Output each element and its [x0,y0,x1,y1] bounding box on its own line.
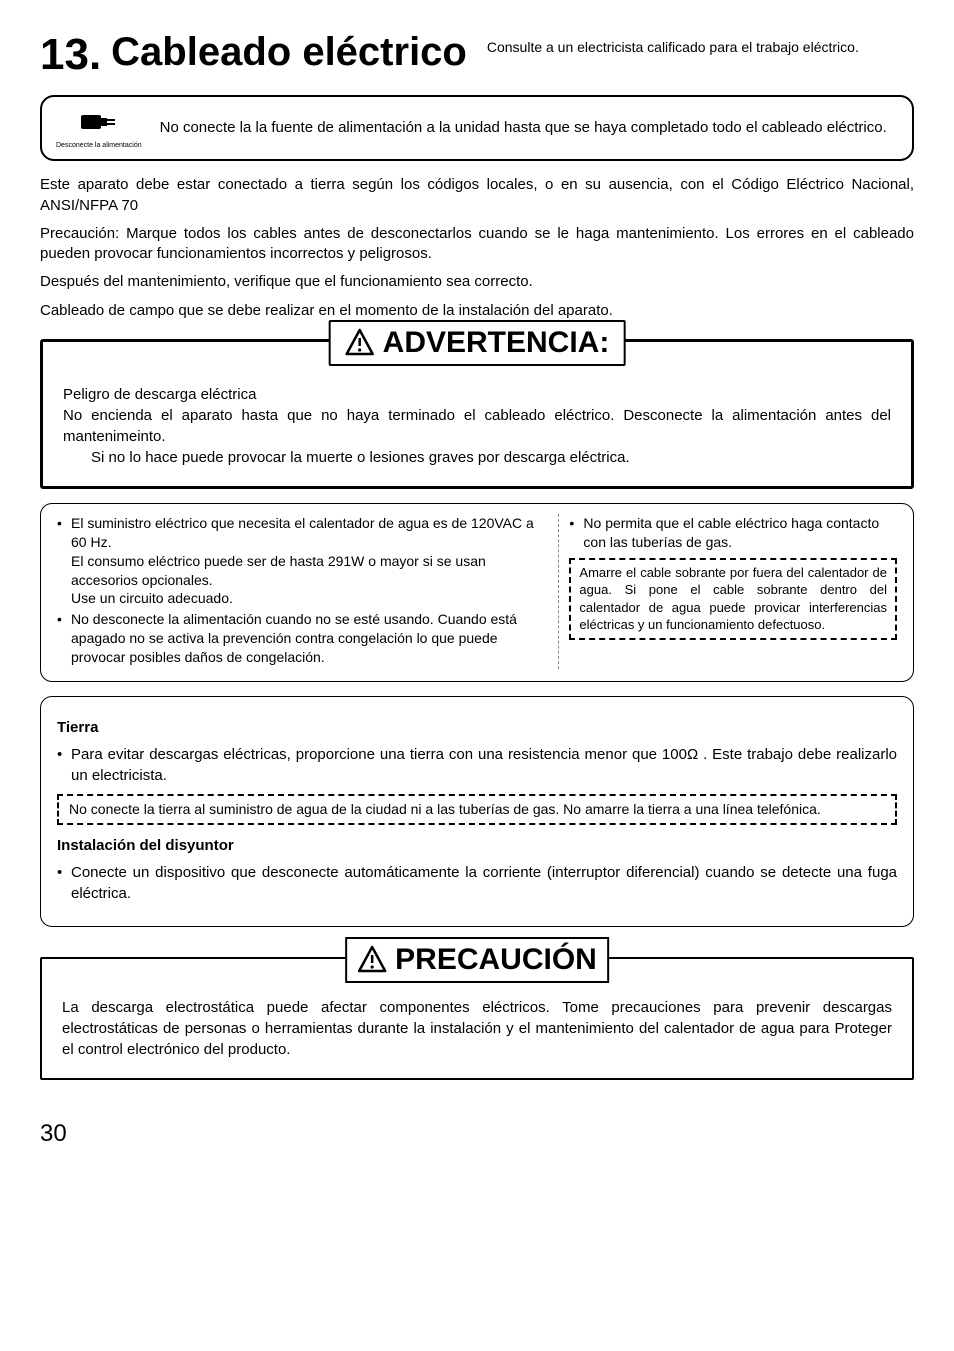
breaker-heading: Instalación del disyuntor [57,835,897,856]
info-left-column: • El suministro eléctrico que necesita e… [57,514,559,669]
warning-badge: ADVERTENCIA: [329,320,626,366]
tierra-dash-box: No conecte la tierra al suministro de ag… [57,794,897,825]
left-b2-text: No desconecte la alimentación cuando no … [71,610,548,667]
warning-triangle-icon [345,328,375,358]
left-bullet-1: • El suministro eléctrico que necesita e… [57,514,548,608]
caution-triangle-icon [357,945,387,975]
tierra-heading: Tierra [57,717,897,738]
two-column-layout: • El suministro eléctrico que necesita e… [57,514,897,669]
breaker-bullet-text: Conecte un dispositivo que desconecte au… [71,862,897,904]
warning-line-3: Si no lo hace puede provocar la muerte o… [63,447,891,468]
left-bullet-2: • No desconecte la alimentación cuando n… [57,610,548,667]
page-header: 13. Cableado eléctrico Consulte a un ele… [40,30,914,80]
caution-text: La descarga electrostática puede afectar… [62,997,892,1060]
disconnect-power-callout: Desconecte la alimentación No conecte la… [40,95,914,161]
bullet-dot: • [57,514,71,608]
bullet-dot: • [57,744,71,786]
info-right-column: • No permita que el cable eléctrico haga… [569,514,897,669]
disconnect-icon-label: Desconecte la alimentación [56,142,142,150]
cable-dash-box: Amarre el cable sobrante por fuera del c… [569,558,897,640]
right-b1-text: No permita que el cable eléctrico haga c… [583,514,897,552]
caution-badge: PRECAUCIÓN [345,937,609,983]
warning-box: ADVERTENCIA: Peligro de descarga eléctri… [40,339,914,489]
body-para-3: Después del mantenimiento, verifique que… [40,272,914,292]
section-subtitle: Consulte a un electricista calificado pa… [487,38,859,56]
section-number: 13. [40,30,101,80]
body-para-2: Precaución: Marque todos los cables ante… [40,224,914,265]
plug-disconnect-icon [79,107,119,137]
warning-line-2: No encienda el aparato hasta que no haya… [63,405,891,447]
bullet-dot: • [57,610,71,667]
warning-line-1: Peligro de descarga eléctrica [63,384,891,405]
caution-label: PRECAUCIÓN [395,943,597,977]
tierra-breaker-box: Tierra • Para evitar descargas eléctrica… [40,696,914,927]
page-number: 30 [40,1120,914,1148]
disconnect-power-text: No conecte la la fuente de alimentación … [160,118,887,138]
left-b1b-text: El consumo eléctrico puede ser de hasta … [71,553,486,588]
warning-content: Peligro de descarga eléctrica No enciend… [63,384,891,468]
left-b1-text: El suministro eléctrico que necesita el … [71,515,534,550]
section-title: Cableado eléctrico [111,30,467,75]
right-bullet-1: • No permita que el cable eléctrico haga… [569,514,897,552]
body-para-1: Este aparato debe estar conectado a tier… [40,175,914,216]
caution-box: PRECAUCIÓN La descarga electrostática pu… [40,957,914,1080]
breaker-bullet: • Conecte un dispositivo que desconecte … [57,862,897,904]
body-para-4: Cableado de campo que se debe realizar e… [40,301,914,321]
electrical-info-box: • El suministro eléctrico que necesita e… [40,503,914,682]
bullet-dot: • [57,862,71,904]
warning-label: ADVERTENCIA: [383,326,610,360]
bullet-dot: • [569,514,583,552]
disconnect-power-icon-wrap: Desconecte la alimentación [56,107,142,149]
left-b1c-text: Use un circuito adecuado. [71,590,233,606]
tierra-bullet-text: Para evitar descargas eléctricas, propor… [71,744,897,786]
tierra-bullet: • Para evitar descargas eléctricas, prop… [57,744,897,786]
